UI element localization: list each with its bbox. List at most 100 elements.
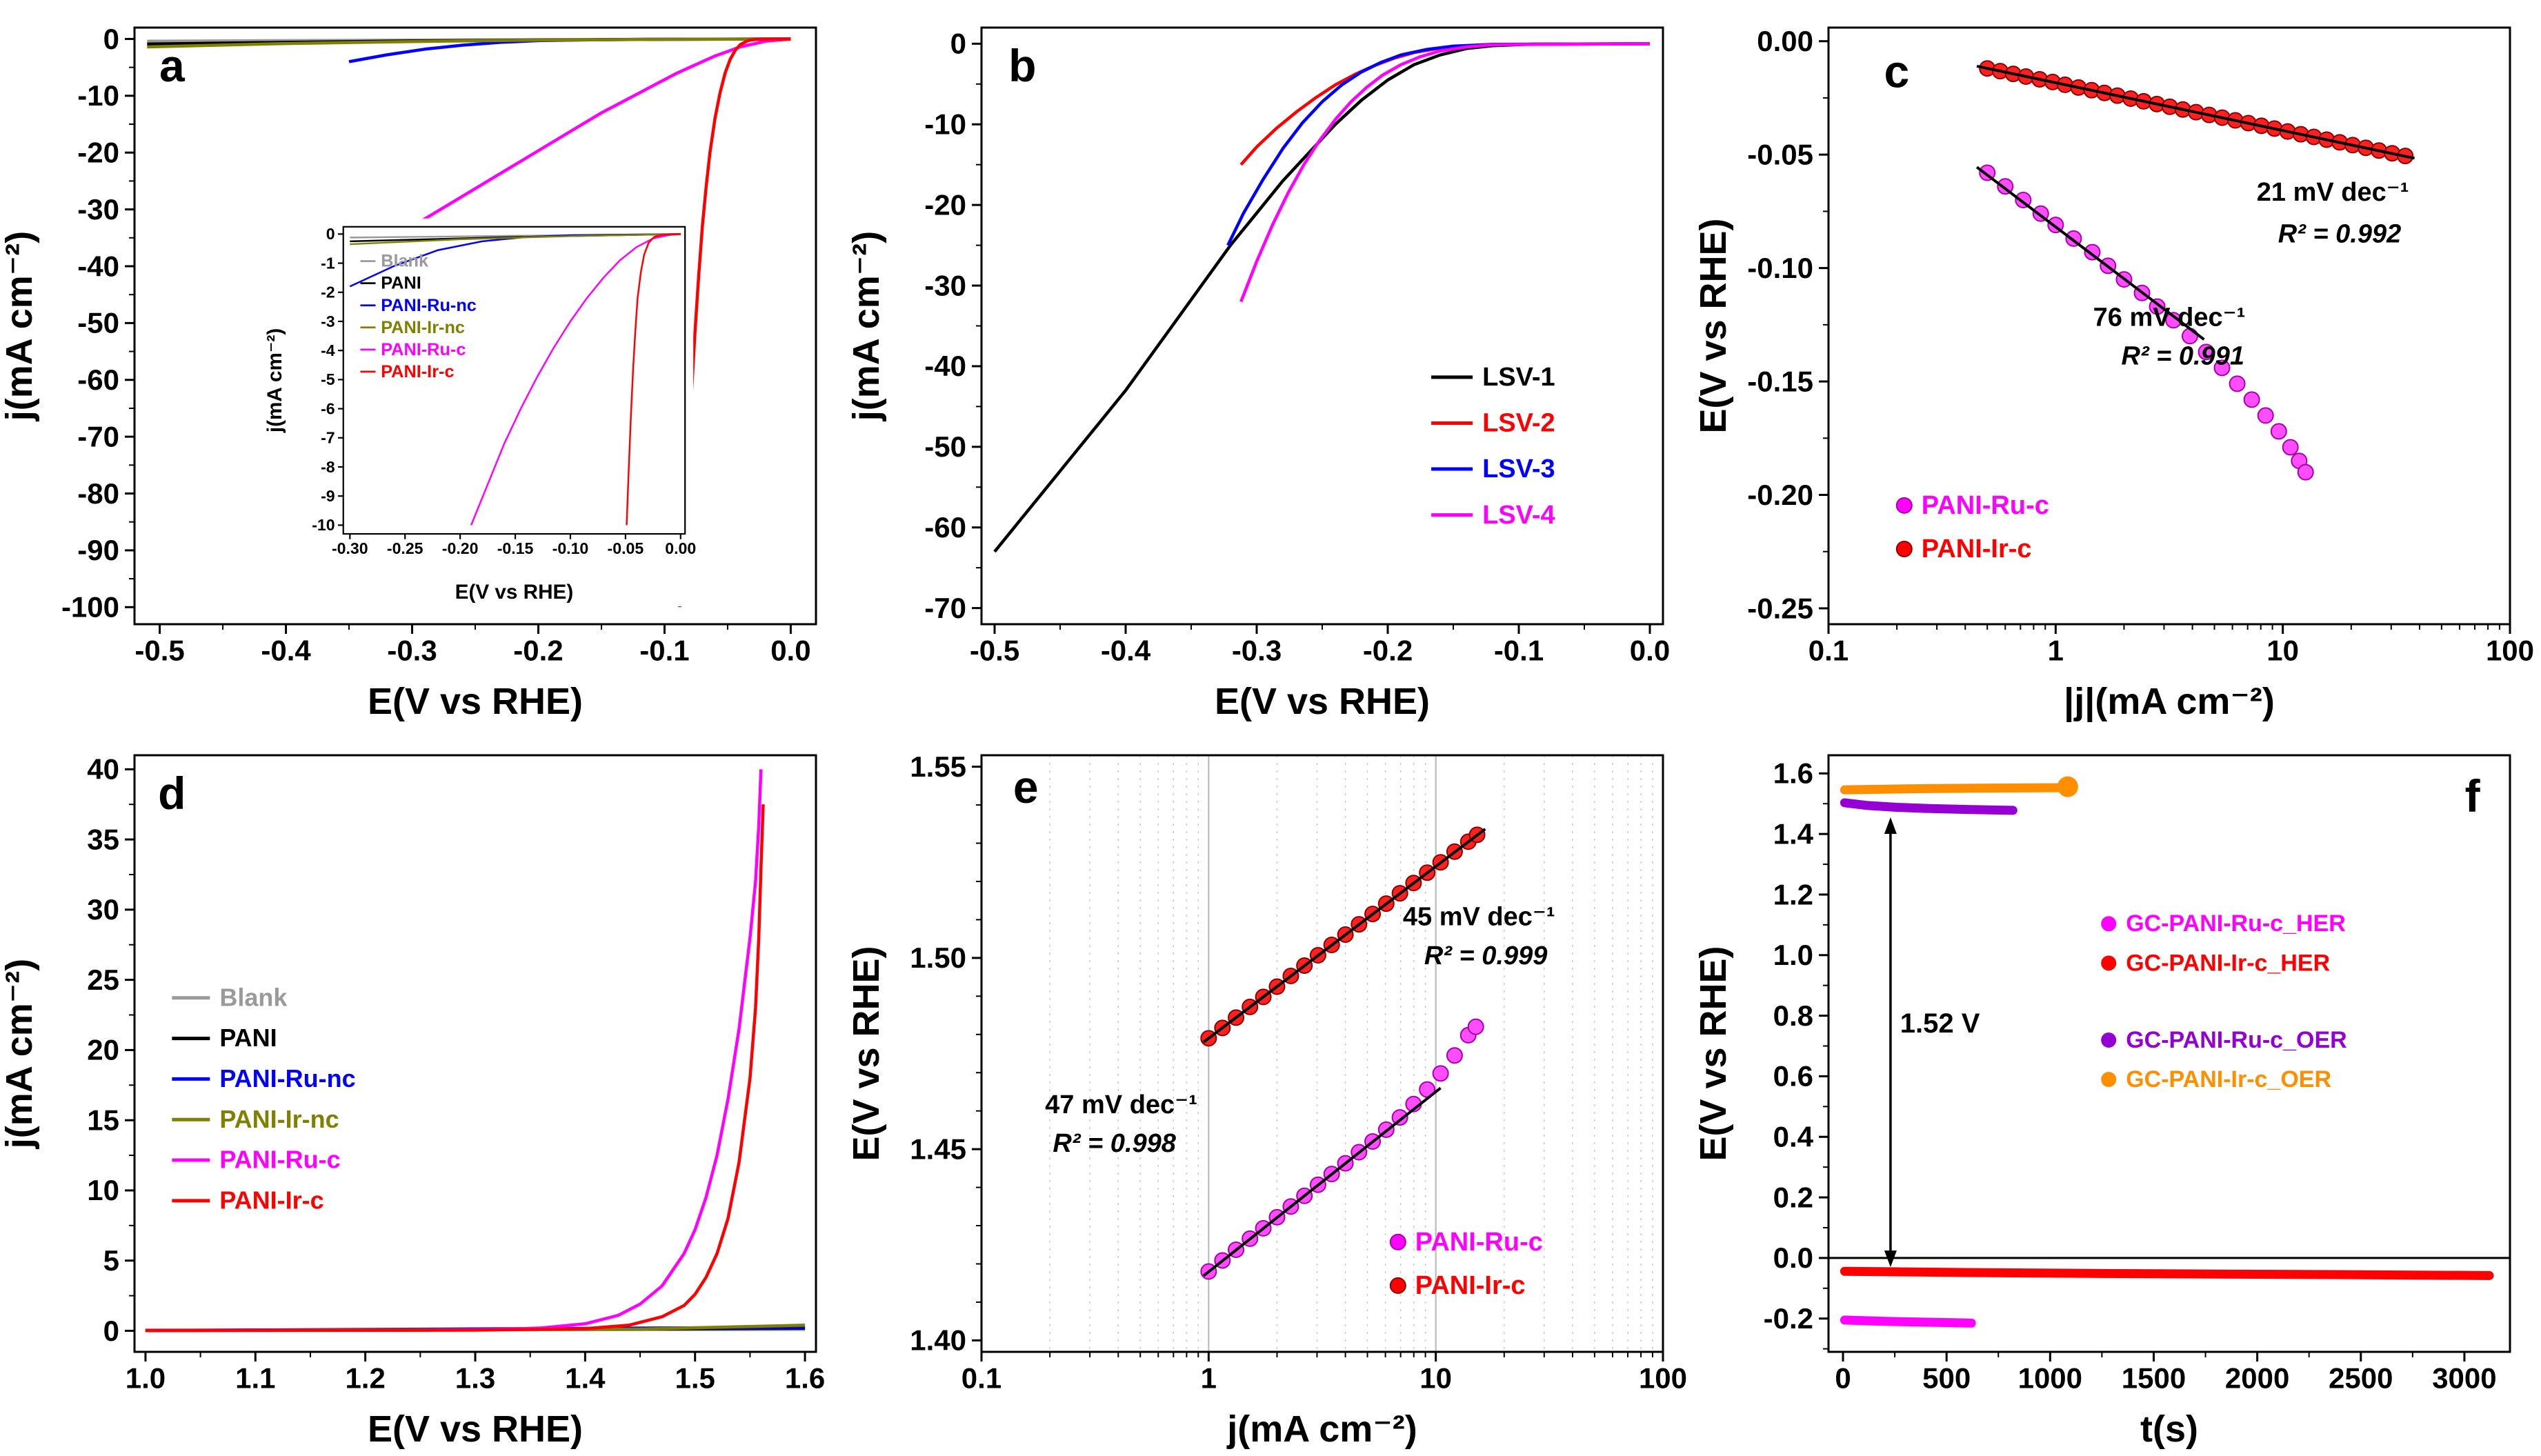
plot-frame: [1827, 26, 2511, 626]
legend-label: LSV-1: [1482, 363, 1555, 392]
x-tick-label: 0: [1835, 1362, 1851, 1395]
legend-label: PANI-Ru-nc: [219, 1064, 355, 1093]
point-PANI-Ru-c: [1391, 1109, 1408, 1126]
y-tick-label: -1: [321, 254, 335, 272]
y-tick-label: -6: [321, 399, 335, 417]
y-axis-label: j(mA cm⁻²): [263, 328, 286, 433]
chart-a-svg: -0.5 -0.4 -0.3 -0.2 -0.1 0.00-10-20-30-40-50-…: [0, 0, 847, 728]
legend-label: PANI: [381, 274, 421, 293]
x-tick-label: 1.1: [235, 1362, 275, 1395]
chart-e-svg: 0.1 1 10 100 1.40 1.45 1.50 1.55 j(mA cm⁻²) E(V v…: [847, 728, 1694, 1455]
legend-dot-marker: [1389, 1233, 1406, 1250]
point-PANI-Ru-c: [1467, 1018, 1484, 1035]
y-tick-label: 1.2: [1773, 878, 1813, 910]
x-tick-label: 1.6: [785, 1362, 825, 1395]
annotation: R² = 0.991: [2122, 342, 2245, 371]
x-tick-label: -0.1: [1494, 635, 1544, 667]
legend-label: PANI-Ru-c: [1415, 1228, 1543, 1257]
x-tick-label: -0.5: [970, 635, 1019, 667]
annotation: 45 mV dec⁻¹: [1403, 903, 1555, 932]
chart-bg: [847, 0, 1694, 728]
legend-label: GC-PANI-Ir-c_HER: [2126, 950, 2330, 976]
panel-letter: d: [158, 768, 186, 819]
panel-letter: a: [159, 40, 186, 91]
y-tick-label: 1.40: [910, 1324, 966, 1357]
legend-label: GC-PANI-Ru-c_HER: [2126, 910, 2346, 937]
y-tick-label: -50: [924, 430, 966, 463]
y-tick-label: 0: [950, 28, 966, 60]
point-PANI-Ru-c: [2297, 463, 2314, 481]
point-PANI-Ru-c: [2243, 391, 2260, 408]
y-tick-label: -10: [312, 516, 335, 534]
x-tick-label: 0.1: [1808, 635, 1849, 667]
panel-e: 0.1 1 10 100 1.40 1.45 1.50 1.55 j(mA cm⁻²) E(V v…: [847, 728, 1694, 1455]
x-tick-label: 1500: [2122, 1362, 2186, 1395]
chart-c-svg: 0.1 1 10 100 0.00 -0.05 -0.10 -0.15 -0.20 -0.25 |j…: [1694, 0, 2541, 728]
annotation: 76 mV dec⁻¹: [2093, 303, 2246, 332]
x-tick-label: -0.20: [442, 539, 479, 557]
legend-dot-marker: [1895, 540, 1913, 557]
legend-dot-marker: [1895, 497, 1913, 514]
point-PANI-Ru-c: [2270, 423, 2287, 440]
chart-bg: [1694, 728, 2541, 1455]
y-tick-label: 1.0: [1773, 939, 1813, 971]
legend-label: PANI-Ru-c: [1922, 491, 2049, 520]
y-tick-label: 1.45: [910, 1133, 966, 1165]
chart-f: 0 500 1000 1500 2000 2500 3000 -0.2 0.0 0.2 0.4 0.6…: [1694, 728, 2541, 1455]
chart-b: -0.5 -0.4 -0.3 -0.2 -0.1 0.0 0 -10 -20 -30 -40 -50 -…: [847, 0, 1694, 728]
series-fit-PANI-Ru-c: [1975, 166, 2205, 341]
annotation: 21 mV dec⁻¹: [2257, 178, 2409, 207]
x-tick-label: 2000: [2225, 1362, 2289, 1395]
x-tick-label: -0.5: [134, 635, 184, 667]
legend-label: LSV-3: [1482, 455, 1555, 483]
legend-label: PANI-Ru-nc: [381, 296, 477, 315]
y-tick-label: 0: [326, 225, 335, 243]
y-tick-label: -40: [77, 250, 119, 282]
x-tick-label: 1: [1201, 1362, 1217, 1395]
y-tick-label: -70: [77, 420, 119, 452]
x-tick-label: -0.10: [552, 539, 589, 557]
series-GC-PANI-Ru-c_OER: [1840, 798, 2017, 815]
y-tick-label: -0.2: [1764, 1302, 1813, 1335]
y-axis-label: j(mA cm⁻²): [847, 231, 887, 422]
point-PANI-Ru-c: [2229, 375, 2246, 392]
y-tick-label: 0: [103, 1315, 119, 1347]
series-fit-PANI-Ru-c: [1202, 1086, 1442, 1277]
x-axis-label: E(V vs RHE): [368, 681, 583, 722]
point-PANI-Ru-c: [1432, 1065, 1449, 1082]
chart-c: 0.1 1 10 100 0.00 -0.05 -0.10 -0.15 -0.20 -0.25 |j…: [1694, 0, 2541, 728]
series-PANI-Ru-nc: [349, 233, 681, 288]
y-tick-label: -5: [321, 370, 335, 388]
x-tick-label: 1.5: [675, 1362, 715, 1395]
series-fit-PANI-Ir-c: [1976, 64, 2415, 160]
legend-label: LSV-4: [1482, 501, 1555, 530]
panel-letter: f: [2465, 770, 2481, 821]
x-tick-label: -0.3: [387, 635, 437, 667]
chart-f-svg: 0 500 1000 1500 2000 2500 3000 -0.2 0.0 0.2 0.4 0.6…: [1694, 728, 2541, 1455]
y-tick-label: -30: [924, 269, 966, 301]
y-tick-label: -20: [924, 188, 966, 221]
x-tick-label: 3000: [2432, 1362, 2496, 1395]
legend-label: PANI-Ir-nc: [381, 318, 465, 337]
series-LSV-1: [993, 42, 1651, 553]
x-axis-label: t(s): [2140, 1408, 2198, 1450]
legend-dot-marker: [2101, 1072, 2117, 1088]
y-tick-label: 30: [87, 893, 119, 926]
y-tick-label: -10: [77, 79, 119, 112]
plot-frame: [980, 754, 1664, 1353]
series-PANI-Ir-c: [145, 804, 765, 1333]
y-tick-label: -50: [77, 307, 119, 339]
y-axis-label: E(V vs RHE): [847, 946, 887, 1161]
x-axis-label: j(mA cm⁻²): [1226, 1408, 1417, 1450]
legend-dot-marker: [2101, 916, 2117, 932]
x-tick-label: 1: [2048, 635, 2064, 667]
y-tick-label: -9: [321, 487, 335, 505]
legend-dot-marker: [1389, 1277, 1406, 1294]
legend-label: PANI: [219, 1024, 277, 1052]
y-tick-label: -7: [321, 429, 335, 447]
legend-label: PANI-Ir-c: [1415, 1271, 1526, 1300]
panel-d: 1.0 1.1 1.2 1.3 1.4 1.5 1.6 0 5 10 15 20 25 30 35 40 E(V…: [0, 728, 847, 1455]
y-tick-label: 40: [87, 753, 119, 786]
y-tick-label: 0.6: [1773, 1060, 1813, 1093]
legend-label: PANI-Ir-c: [381, 362, 454, 381]
